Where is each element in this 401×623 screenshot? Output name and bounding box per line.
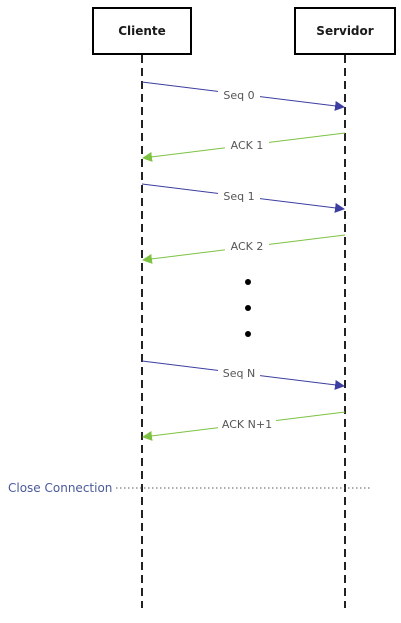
client-actor-label: Cliente [118,24,166,38]
message-seq-0: Seq 0 [141,81,345,111]
message-label: Seq 0 [223,89,254,102]
message-ack-n-plus-1: ACK N+1 [142,411,346,441]
close-connection-label: Close Connection [8,481,112,495]
message-ack-1: ACK 1 [142,132,346,162]
ellipsis-dot [245,331,251,337]
ellipsis-dots [245,279,251,337]
ellipsis-dot [245,305,251,311]
message-label: Seq 1 [223,190,254,203]
message-label: ACK 2 [231,240,264,253]
ellipsis-dot [245,279,251,285]
message-label: ACK 1 [231,139,264,152]
server-actor-label: Servidor [316,24,374,38]
message-ack-2: ACK 2 [142,234,346,264]
message-label: ACK N+1 [222,418,272,431]
message-label: Seq N [223,367,255,380]
close-connection: Close Connection [8,481,372,495]
message-seq-n: Seq N [141,360,345,390]
server-actor-box: Servidor [294,7,396,55]
message-seq-1: Seq 1 [141,183,345,213]
client-actor-box: Cliente [92,7,192,55]
